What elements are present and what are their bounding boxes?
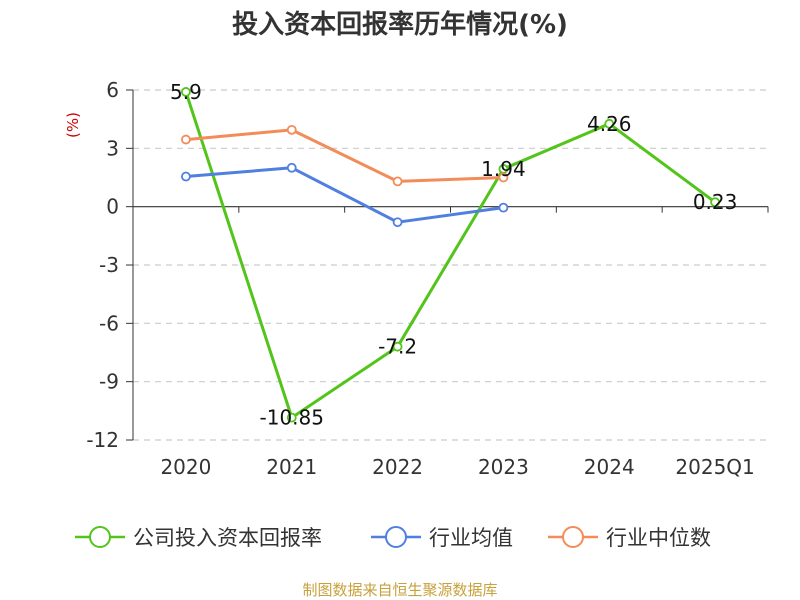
y-axis-unit-label: (%) [64, 112, 82, 138]
series-point [181, 171, 191, 182]
legend-label: 行业均值 [429, 526, 513, 550]
x-tick-label: 2020 [160, 455, 211, 479]
y-tick-label: -6 [99, 311, 119, 335]
series-point [286, 162, 297, 173]
series-line [184, 91, 716, 420]
x-tick-label: 2025Q1 [675, 455, 754, 479]
series-point [181, 87, 191, 97]
data-label: 0.23 [693, 190, 738, 214]
y-tick-label: -3 [99, 253, 119, 277]
chart-title: 投入资本回报率历年情况(%) [232, 9, 568, 40]
grid-lines [133, 89, 768, 441]
y-tick-label: 6 [106, 78, 119, 102]
x-tick-label: 2024 [584, 455, 635, 479]
series-point [498, 202, 509, 213]
legend-marker-icon [89, 526, 111, 548]
axes: 6 3 0 -3 -6 -9 -12 2020 2021 2022 2023 2024 2025Q1 [86, 78, 769, 479]
series-point [392, 341, 403, 352]
y-tick-label: -9 [99, 370, 119, 394]
data-label: 1.94 [481, 157, 526, 181]
legend: 公司投入资本回报率 行业均值 行业中位数 [75, 526, 711, 550]
legend-marker-icon [385, 526, 407, 548]
data-label: -10.85 [260, 406, 324, 430]
series-point [604, 118, 615, 129]
series-lines [181, 87, 720, 423]
series-point [181, 134, 191, 145]
x-tick-label: 2021 [266, 455, 317, 479]
series-point [710, 197, 720, 208]
series-point [392, 217, 403, 228]
legend-label: 公司投入资本回报率 [133, 526, 322, 550]
data-label: -7.2 [378, 335, 417, 359]
x-tick-label: 2022 [372, 455, 423, 479]
source-note: 制图数据来自恒生聚源数据库 [302, 581, 497, 599]
series-point [392, 176, 403, 187]
y-tick-label: 3 [106, 136, 119, 160]
series-line [185, 128, 504, 183]
series-point [286, 412, 297, 423]
data-labels: 5.9 -10.85 -7.2 1.94 4.26 0.23 [170, 80, 737, 430]
legend-label: 行业中位数 [606, 526, 711, 550]
data-label: 4.26 [587, 112, 632, 136]
series-line [185, 166, 504, 224]
y-tick-label: -12 [86, 428, 119, 452]
series-point [286, 124, 297, 135]
y-tick-label: 0 [106, 195, 119, 219]
series-point [498, 172, 509, 183]
data-label: 5.9 [170, 80, 202, 104]
x-tick-label: 2023 [478, 455, 529, 479]
legend-marker-icon [562, 526, 584, 548]
